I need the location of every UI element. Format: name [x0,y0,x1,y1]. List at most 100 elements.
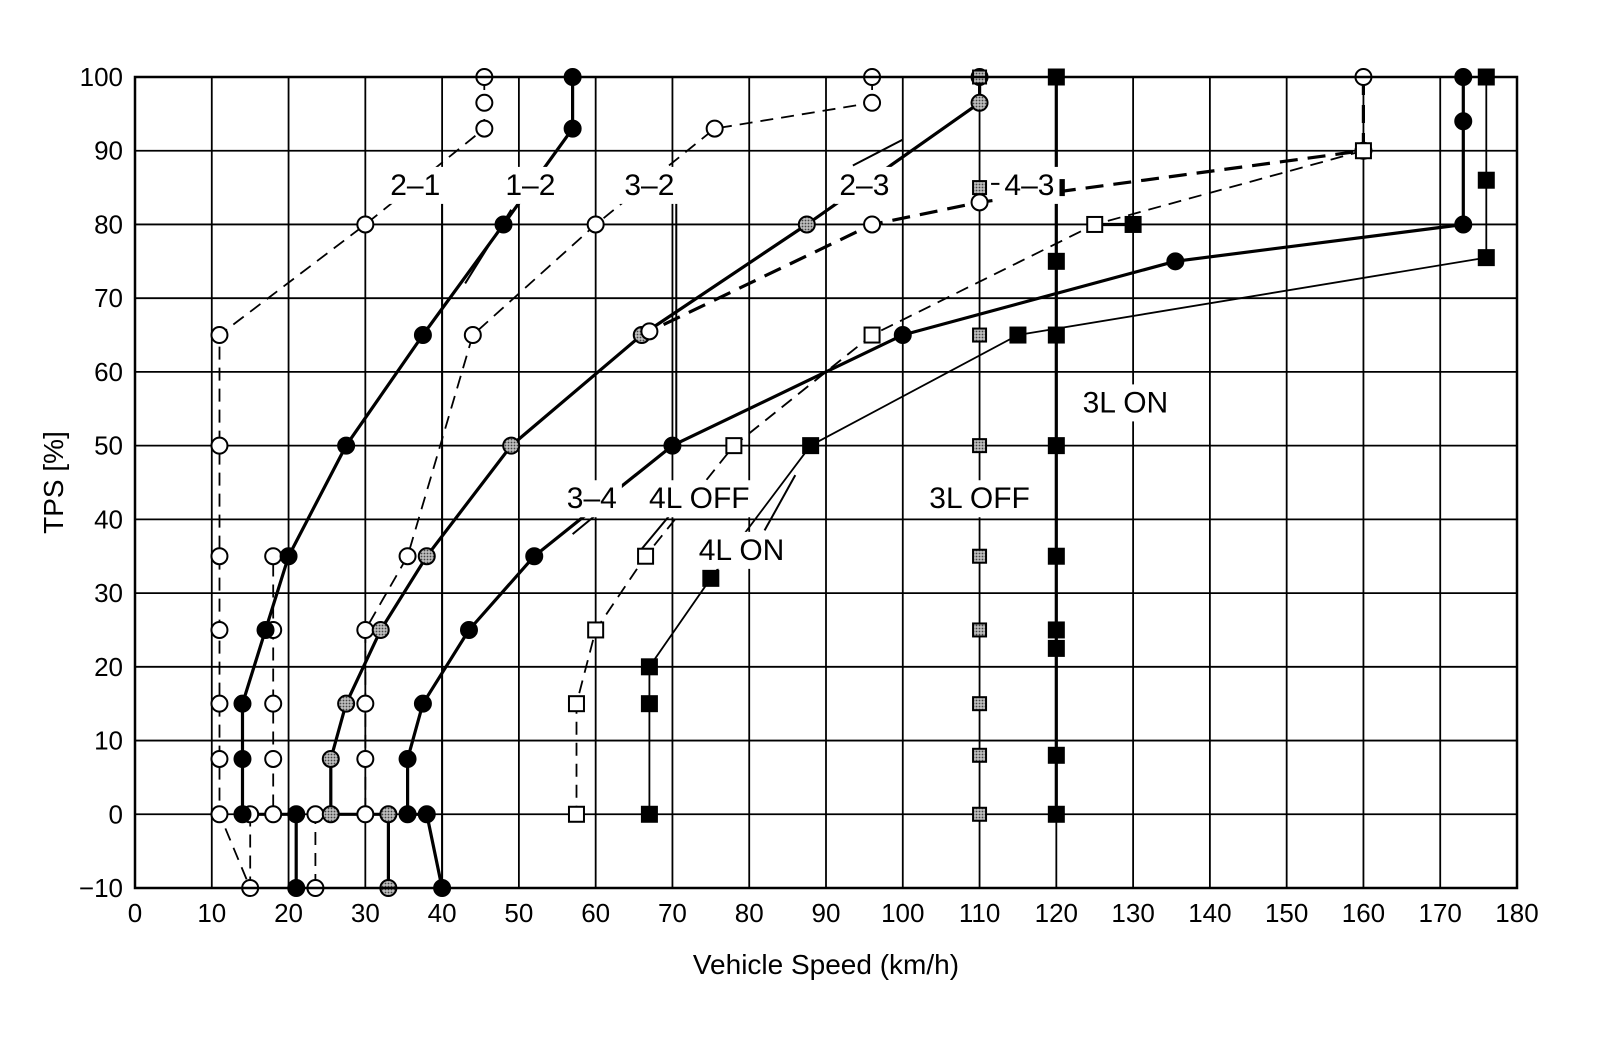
x-tick-label: 100 [881,898,924,928]
data-point-9 [1047,437,1065,455]
data-point-6 [567,695,585,713]
data-point-3 [797,215,816,234]
annotation-label: 4L OFF [649,482,750,515]
x-tick-label: 30 [351,898,380,928]
data-point-6 [1086,215,1104,233]
data-point-0 [210,805,229,824]
data-point-3 [337,694,356,713]
annotation-label-bg [999,166,1060,204]
data-point-8 [972,806,988,822]
annotation-leader [640,511,674,550]
data-point-8 [972,438,988,454]
annotation-leader [852,138,904,167]
annotation-label-bg [1077,384,1174,422]
x-tick-label: 170 [1419,898,1462,928]
data-point-7 [1477,249,1495,267]
data-point-1 [563,119,582,138]
data-point-1 [233,694,252,713]
data-point-0 [264,547,283,566]
data-point-7 [640,695,658,713]
data-point-4 [417,805,436,824]
data-point-1 [494,215,513,234]
data-point-1 [337,436,356,455]
annotation-label: 2–3 [839,169,889,202]
annotation-label-bg [561,480,622,518]
x-tick-label: 10 [197,898,226,928]
annotation-label: 2–1 [390,169,440,202]
y-axis-ticks: −10 0 10 20 30 40 50 60 70 80 90 100 [79,62,123,903]
x-tick-label: 90 [812,898,841,928]
y-tick-label: 90 [94,136,123,166]
data-point-0 [210,436,229,455]
y-tick-label: 70 [94,283,123,313]
y-tick-label: 30 [94,578,123,608]
data-point-4 [525,547,544,566]
y-tick-label: −10 [79,873,123,903]
data-point-9 [1047,805,1065,823]
annotation-label: 4–3 [1004,169,1054,202]
data-point-0 [210,694,229,713]
y-tick-label: 0 [109,799,123,829]
annotation-label: 3–4 [567,482,617,515]
y-tick-label: 100 [80,62,123,92]
y-axis-title: TPS [%] [38,431,69,534]
data-point-9 [1047,746,1065,764]
data-point-0 [475,93,494,112]
data-point-2 [398,547,417,566]
x-tick-label: 180 [1495,898,1538,928]
data-point-7 [640,658,658,676]
data-point-2 [356,620,375,639]
data-point-6 [725,437,743,455]
data-point-7 [640,805,658,823]
data-point-0 [475,119,494,138]
data-point-8 [972,180,988,196]
x-tick-label: 60 [581,898,610,928]
data-point-1 [233,805,252,824]
y-tick-label: 20 [94,652,123,682]
data-point-4 [459,620,478,639]
annotation-label-bg [924,480,1035,518]
data-point-1 [279,547,298,566]
data-point-2 [463,326,482,345]
data-point-0 [264,694,283,713]
annotation-label: 3L ON [1083,386,1169,419]
x-tick-label: 80 [735,898,764,928]
data-point-3 [379,805,398,824]
data-point-0 [210,547,229,566]
annotation-label: 4L ON [699,534,785,567]
y-tick-label: 10 [94,726,123,756]
data-point-7 [702,569,720,587]
data-point-2 [705,119,724,138]
x-tick-label: 70 [658,898,687,928]
data-point-4 [398,749,417,768]
data-point-0 [264,805,283,824]
annotation-label-bg [500,166,561,204]
annotation-label-bg [644,480,755,518]
x-tick-label: 140 [1188,898,1231,928]
x-tick-label: 120 [1035,898,1078,928]
data-point-1 [233,749,252,768]
data-point-4 [413,694,432,713]
series-line-5 [648,77,1366,333]
x-tick-label: 160 [1342,898,1385,928]
annotation-label: 3–2 [624,169,674,202]
x-tick-label: 150 [1265,898,1308,928]
series-markers [210,68,1495,897]
y-tick-label: 40 [94,504,123,534]
annotation-label-bg [693,531,790,569]
y-tick-label: 60 [94,357,123,387]
data-point-5 [863,215,882,234]
data-point-2 [356,749,375,768]
data-point-3 [321,805,340,824]
data-point-8 [972,622,988,638]
x-tick-label: 130 [1111,898,1154,928]
data-point-7 [1477,171,1495,189]
data-point-9 [1047,547,1065,565]
annotation-label-bg [834,166,895,204]
data-point-3 [417,547,436,566]
data-point-3 [321,749,340,768]
data-point-8 [972,696,988,712]
data-point-3 [371,620,390,639]
annotation-leader [763,474,797,531]
